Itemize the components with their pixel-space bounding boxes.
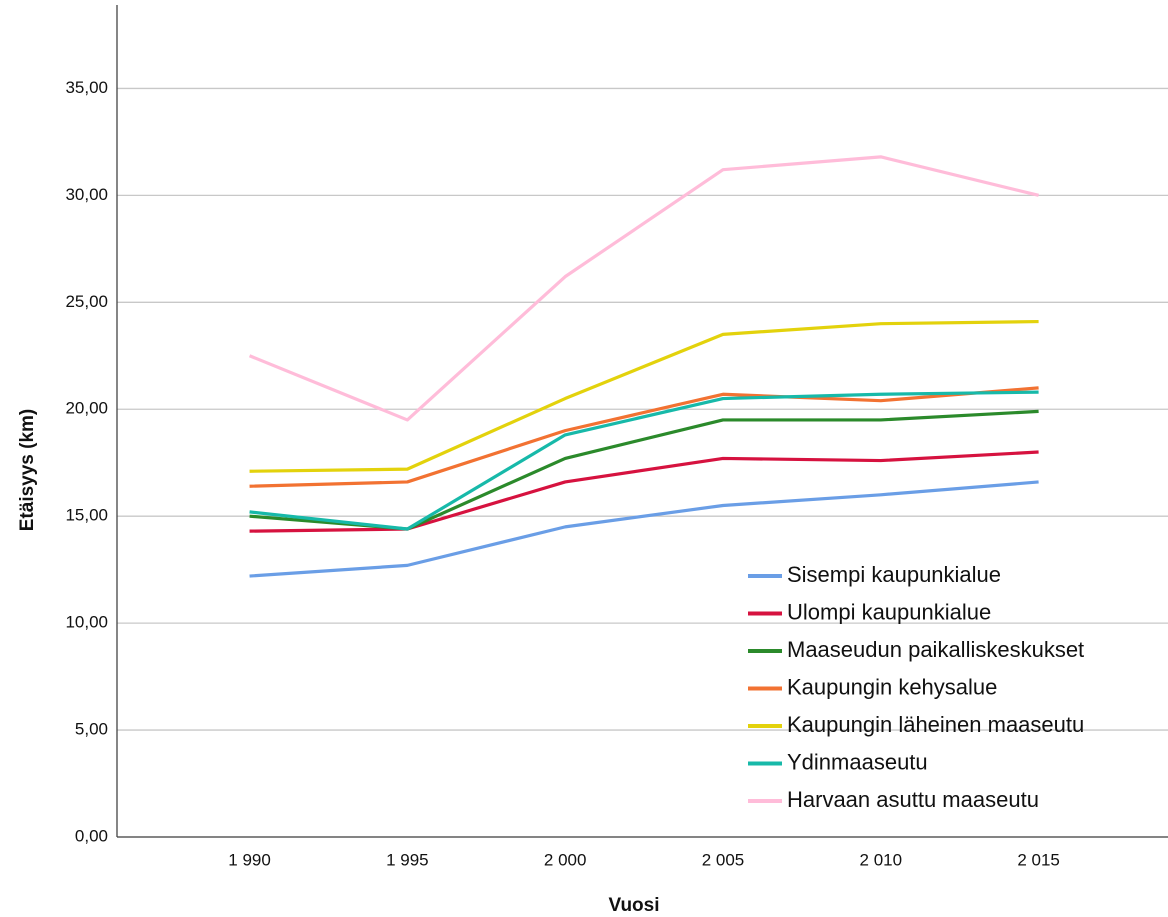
x-tick-label: 2 010 [860, 850, 903, 869]
series-line [249, 480, 1039, 578]
y-tick-label: 5,00 [75, 720, 108, 739]
y-tick-label: 30,00 [65, 185, 108, 204]
legend: Sisempi kaupunkialue Ulompi kaupunkialue M… [748, 562, 1084, 812]
x-tick-label: 2 000 [544, 850, 587, 869]
legend-label: Ulompi kaupunkialue [787, 599, 991, 624]
legend-label: Maaseudun paikalliskeskukset [787, 637, 1084, 662]
series-line [249, 319, 1039, 473]
legend-label: Harvaan asuttu maaseutu [787, 787, 1039, 812]
y-tick-label: 35,00 [65, 78, 108, 97]
x-tick-label: 2 005 [702, 850, 745, 869]
y-tick-label: 0,00 [75, 826, 108, 845]
y-tick-label: 15,00 [65, 506, 108, 525]
legend-label: Sisempi kaupunkialue [787, 562, 1001, 587]
series-line [249, 450, 1039, 533]
y-axis-title: Etäisyys (km) [17, 409, 38, 532]
series-line [249, 390, 1039, 531]
legend-label: Kaupungin kehysalue [787, 674, 997, 699]
x-axis-title: Vuosi [608, 895, 659, 916]
y-tick-label: 10,00 [65, 613, 108, 632]
x-tick-label: 1 995 [386, 850, 429, 869]
legend-label: Ydinmaaseutu [787, 749, 928, 774]
x-tick-label: 1 990 [228, 850, 271, 869]
x-tick-label: 2 015 [1017, 850, 1060, 869]
series-line [249, 386, 1039, 488]
y-tick-label: 20,00 [65, 399, 108, 418]
y-tick-label: 25,00 [65, 292, 108, 311]
legend-label: Kaupungin läheinen maaseutu [787, 712, 1084, 737]
series-line [248, 155, 1039, 422]
